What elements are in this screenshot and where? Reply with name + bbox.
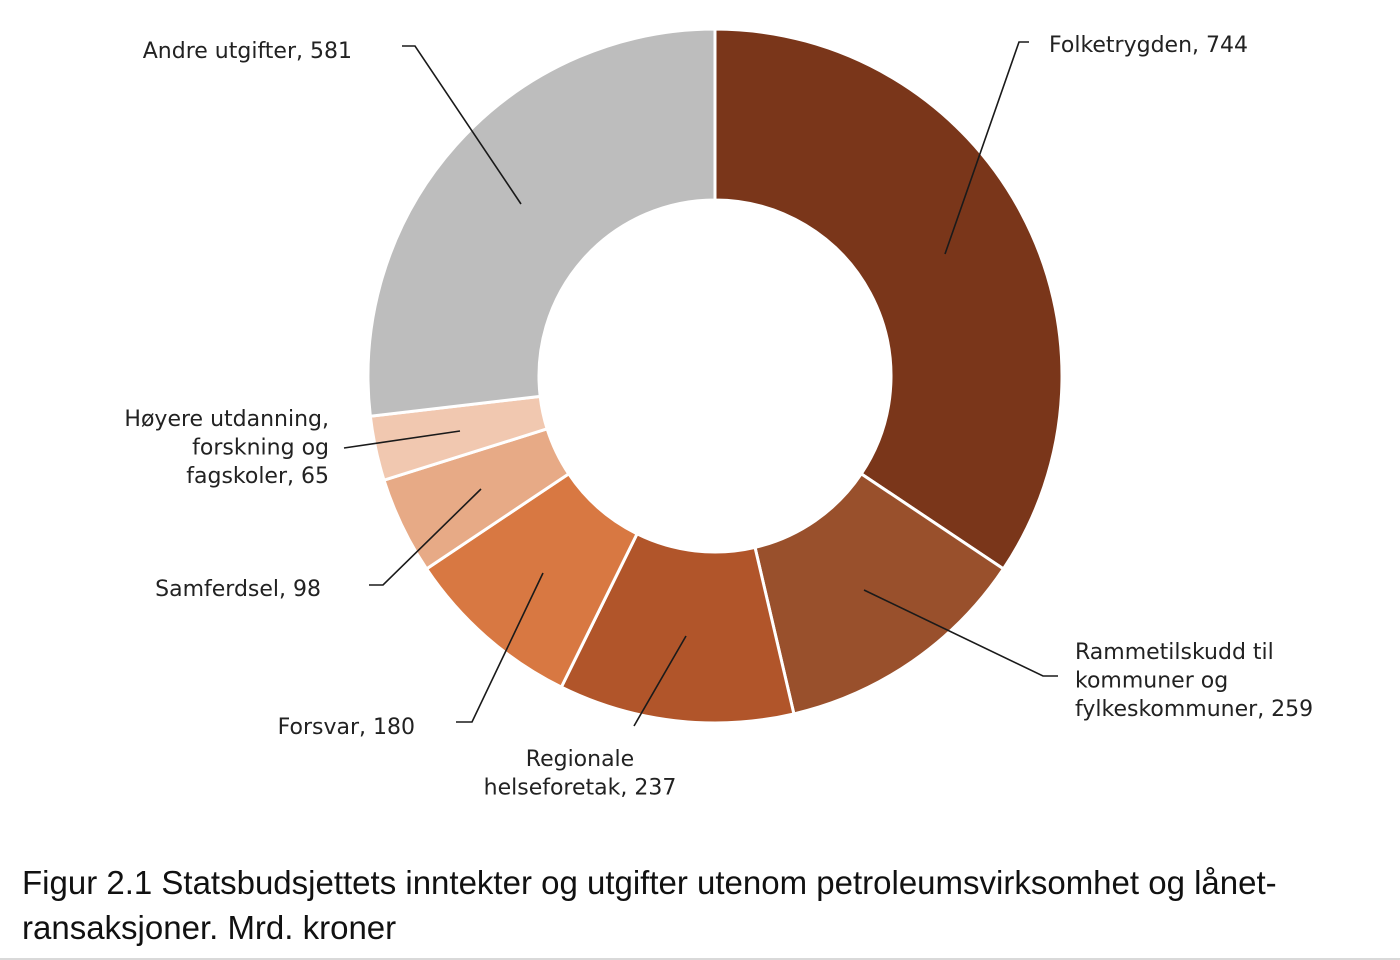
slice-label-andre-utgifter: Andre utgifter, 581 (143, 39, 352, 64)
slice-labels: Folketrygden, 744 Rammetilskudd til kommun… (124, 33, 1313, 801)
slice-label-rammetilskudd-til-kommuner-og-fylkeskommuner: Rammetilskudd til kommuner og fylkeskommun… (1075, 640, 1313, 722)
leader-line-forsvar (456, 572, 544, 723)
donut-chart: Folketrygden, 744 Rammetilskudd til kommun… (124, 27, 1313, 801)
leader-line-andre-utgifter (402, 45, 522, 205)
slice-label-hoyere-utdanning-forskning-og-fagskoler: Høyere utdanning, forskning og fagskoler, … (124, 407, 329, 489)
figure-caption: Figur 2.1 Statsbudsjettets inntekter og … (22, 864, 1277, 946)
slice-folketrygden (713, 27, 1064, 571)
leader-line-regionale-helseforetak (633, 635, 687, 727)
slice-label-folketrygden: Folketrygden, 744 (1049, 33, 1248, 58)
leader-line-samferdsel (369, 488, 482, 586)
slice-rammetilskudd-til-kommuner-og-fylkeskommuner (753, 471, 1006, 716)
slice-regionale-helseforetak (559, 531, 796, 725)
slice-andre-utgifter (366, 27, 717, 418)
leader-line-rammetilskudd-til-kommuner-og-fylkeskommuner (863, 589, 1058, 677)
slice-label-regionale-helseforetak: Regionale helseforetak, 237 (484, 747, 677, 801)
donut-slices (366, 27, 1064, 725)
leader-line-hoyere-utdanning-forskning-og-fagskoler (343, 430, 461, 449)
leader-line-folketrygden (944, 41, 1029, 255)
slice-label-samferdsel: Samferdsel, 98 (155, 577, 321, 602)
slice-label-forsvar: Forsvar, 180 (278, 715, 415, 740)
bottom-divider (0, 958, 1400, 960)
